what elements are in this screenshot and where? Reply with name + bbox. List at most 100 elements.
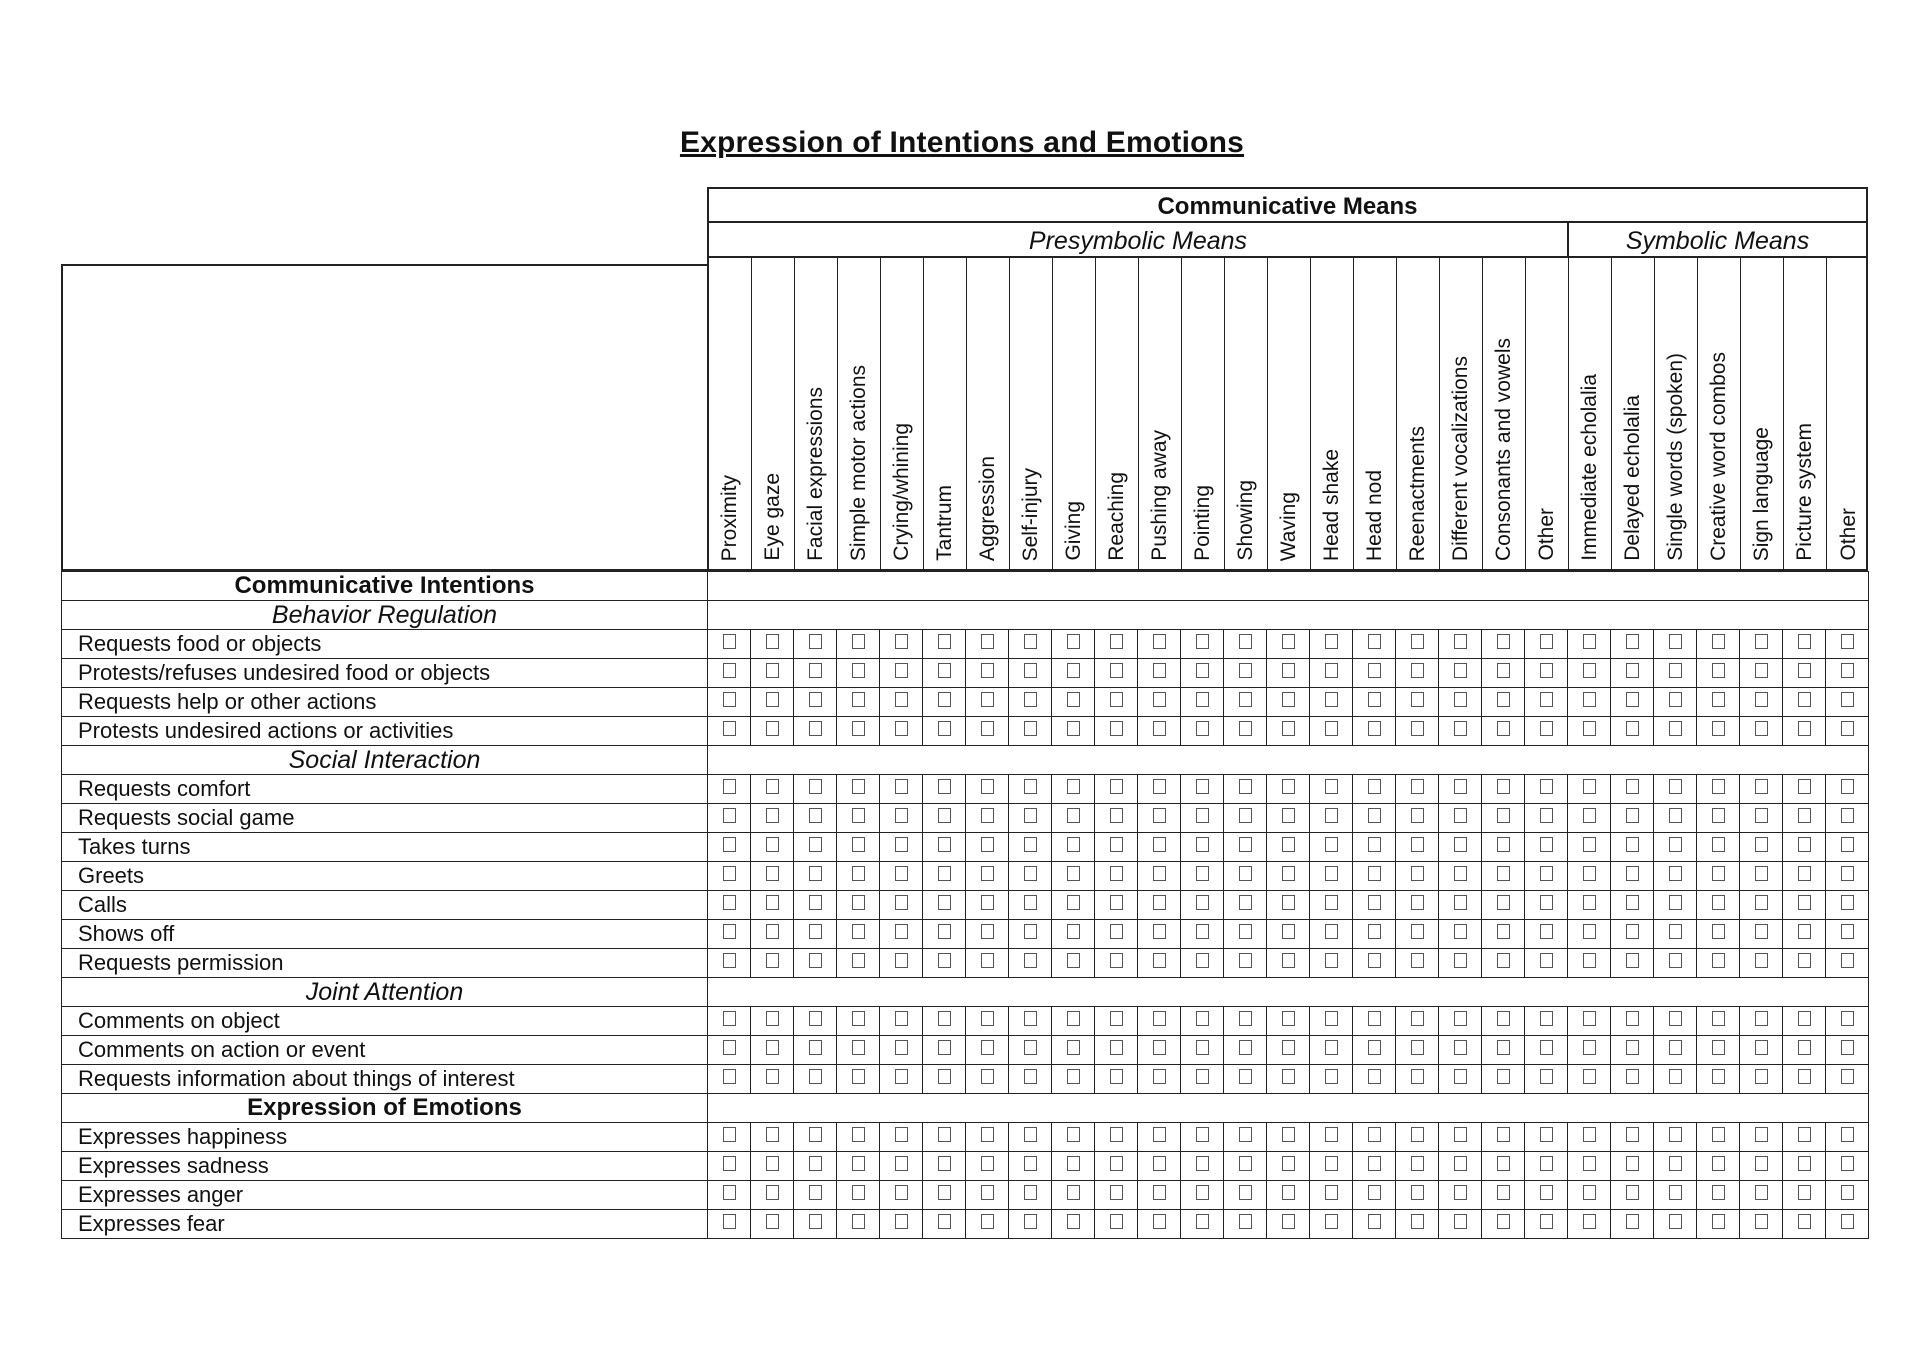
checkbox[interactable]	[1109, 837, 1123, 852]
checkbox[interactable]	[894, 953, 908, 968]
checkbox[interactable]	[1840, 1011, 1854, 1026]
checkbox[interactable]	[937, 779, 951, 794]
checkbox[interactable]	[1539, 1156, 1553, 1171]
checkbox[interactable]	[808, 1069, 822, 1084]
checkbox[interactable]	[1195, 1069, 1209, 1084]
checkbox[interactable]	[1023, 1185, 1037, 1200]
checkbox[interactable]	[1625, 1156, 1639, 1171]
checkbox[interactable]	[894, 837, 908, 852]
checkbox[interactable]	[1840, 837, 1854, 852]
checkbox[interactable]	[1152, 895, 1166, 910]
checkbox[interactable]	[980, 779, 994, 794]
checkbox[interactable]	[1324, 721, 1338, 736]
checkbox[interactable]	[1711, 692, 1725, 707]
checkbox[interactable]	[1625, 692, 1639, 707]
checkbox[interactable]	[851, 953, 865, 968]
checkbox[interactable]	[1582, 1127, 1596, 1142]
checkbox[interactable]	[1367, 692, 1381, 707]
checkbox[interactable]	[1410, 663, 1424, 678]
checkbox[interactable]	[1238, 1011, 1252, 1026]
checkbox[interactable]	[1625, 634, 1639, 649]
checkbox[interactable]	[851, 895, 865, 910]
checkbox[interactable]	[1109, 1156, 1123, 1171]
checkbox[interactable]	[1582, 895, 1596, 910]
checkbox[interactable]	[1152, 808, 1166, 823]
checkbox[interactable]	[1410, 1214, 1424, 1229]
checkbox[interactable]	[1109, 1011, 1123, 1026]
checkbox[interactable]	[1023, 924, 1037, 939]
checkbox[interactable]	[1324, 1011, 1338, 1026]
checkbox[interactable]	[765, 808, 779, 823]
checkbox[interactable]	[765, 721, 779, 736]
checkbox[interactable]	[894, 1214, 908, 1229]
checkbox[interactable]	[894, 1127, 908, 1142]
checkbox[interactable]	[1238, 837, 1252, 852]
checkbox[interactable]	[1238, 808, 1252, 823]
checkbox[interactable]	[808, 1011, 822, 1026]
checkbox[interactable]	[1797, 1127, 1811, 1142]
checkbox[interactable]	[980, 634, 994, 649]
checkbox[interactable]	[1453, 895, 1467, 910]
checkbox[interactable]	[722, 692, 736, 707]
checkbox[interactable]	[1238, 924, 1252, 939]
checkbox[interactable]	[1367, 837, 1381, 852]
checkbox[interactable]	[1109, 808, 1123, 823]
checkbox[interactable]	[1109, 692, 1123, 707]
checkbox[interactable]	[765, 692, 779, 707]
checkbox[interactable]	[1539, 1127, 1553, 1142]
checkbox[interactable]	[851, 1214, 865, 1229]
checkbox[interactable]	[851, 1040, 865, 1055]
checkbox[interactable]	[765, 895, 779, 910]
checkbox[interactable]	[1840, 924, 1854, 939]
checkbox[interactable]	[1668, 634, 1682, 649]
checkbox[interactable]	[851, 1127, 865, 1142]
checkbox[interactable]	[1840, 779, 1854, 794]
checkbox[interactable]	[1496, 721, 1510, 736]
checkbox[interactable]	[808, 1185, 822, 1200]
checkbox[interactable]	[1797, 779, 1811, 794]
checkbox[interactable]	[1367, 1185, 1381, 1200]
checkbox[interactable]	[1281, 837, 1295, 852]
checkbox[interactable]	[1668, 895, 1682, 910]
checkbox[interactable]	[808, 924, 822, 939]
checkbox[interactable]	[1195, 1011, 1209, 1026]
checkbox[interactable]	[1066, 692, 1080, 707]
checkbox[interactable]	[980, 808, 994, 823]
checkbox[interactable]	[1152, 634, 1166, 649]
checkbox[interactable]	[1367, 895, 1381, 910]
checkbox[interactable]	[1582, 663, 1596, 678]
checkbox[interactable]	[1539, 663, 1553, 678]
checkbox[interactable]	[1281, 663, 1295, 678]
checkbox[interactable]	[1195, 895, 1209, 910]
checkbox[interactable]	[1238, 634, 1252, 649]
checkbox[interactable]	[765, 1011, 779, 1026]
checkbox[interactable]	[1625, 1214, 1639, 1229]
checkbox[interactable]	[1238, 1040, 1252, 1055]
checkbox[interactable]	[1539, 866, 1553, 881]
checkbox[interactable]	[1797, 1156, 1811, 1171]
checkbox[interactable]	[980, 663, 994, 678]
checkbox[interactable]	[1023, 1156, 1037, 1171]
checkbox[interactable]	[1539, 808, 1553, 823]
checkbox[interactable]	[765, 634, 779, 649]
checkbox[interactable]	[980, 721, 994, 736]
checkbox[interactable]	[1109, 1069, 1123, 1084]
checkbox[interactable]	[980, 1127, 994, 1142]
checkbox[interactable]	[894, 866, 908, 881]
checkbox[interactable]	[1840, 1069, 1854, 1084]
checkbox[interactable]	[1754, 721, 1768, 736]
checkbox[interactable]	[1840, 866, 1854, 881]
checkbox[interactable]	[1238, 779, 1252, 794]
checkbox[interactable]	[1066, 634, 1080, 649]
checkbox[interactable]	[1152, 1214, 1166, 1229]
checkbox[interactable]	[980, 1011, 994, 1026]
checkbox[interactable]	[1453, 692, 1467, 707]
checkbox[interactable]	[1797, 808, 1811, 823]
checkbox[interactable]	[1453, 1214, 1467, 1229]
checkbox[interactable]	[1410, 1156, 1424, 1171]
checkbox[interactable]	[765, 1185, 779, 1200]
checkbox[interactable]	[980, 1040, 994, 1055]
checkbox[interactable]	[937, 663, 951, 678]
checkbox[interactable]	[722, 1069, 736, 1084]
checkbox[interactable]	[1840, 1127, 1854, 1142]
